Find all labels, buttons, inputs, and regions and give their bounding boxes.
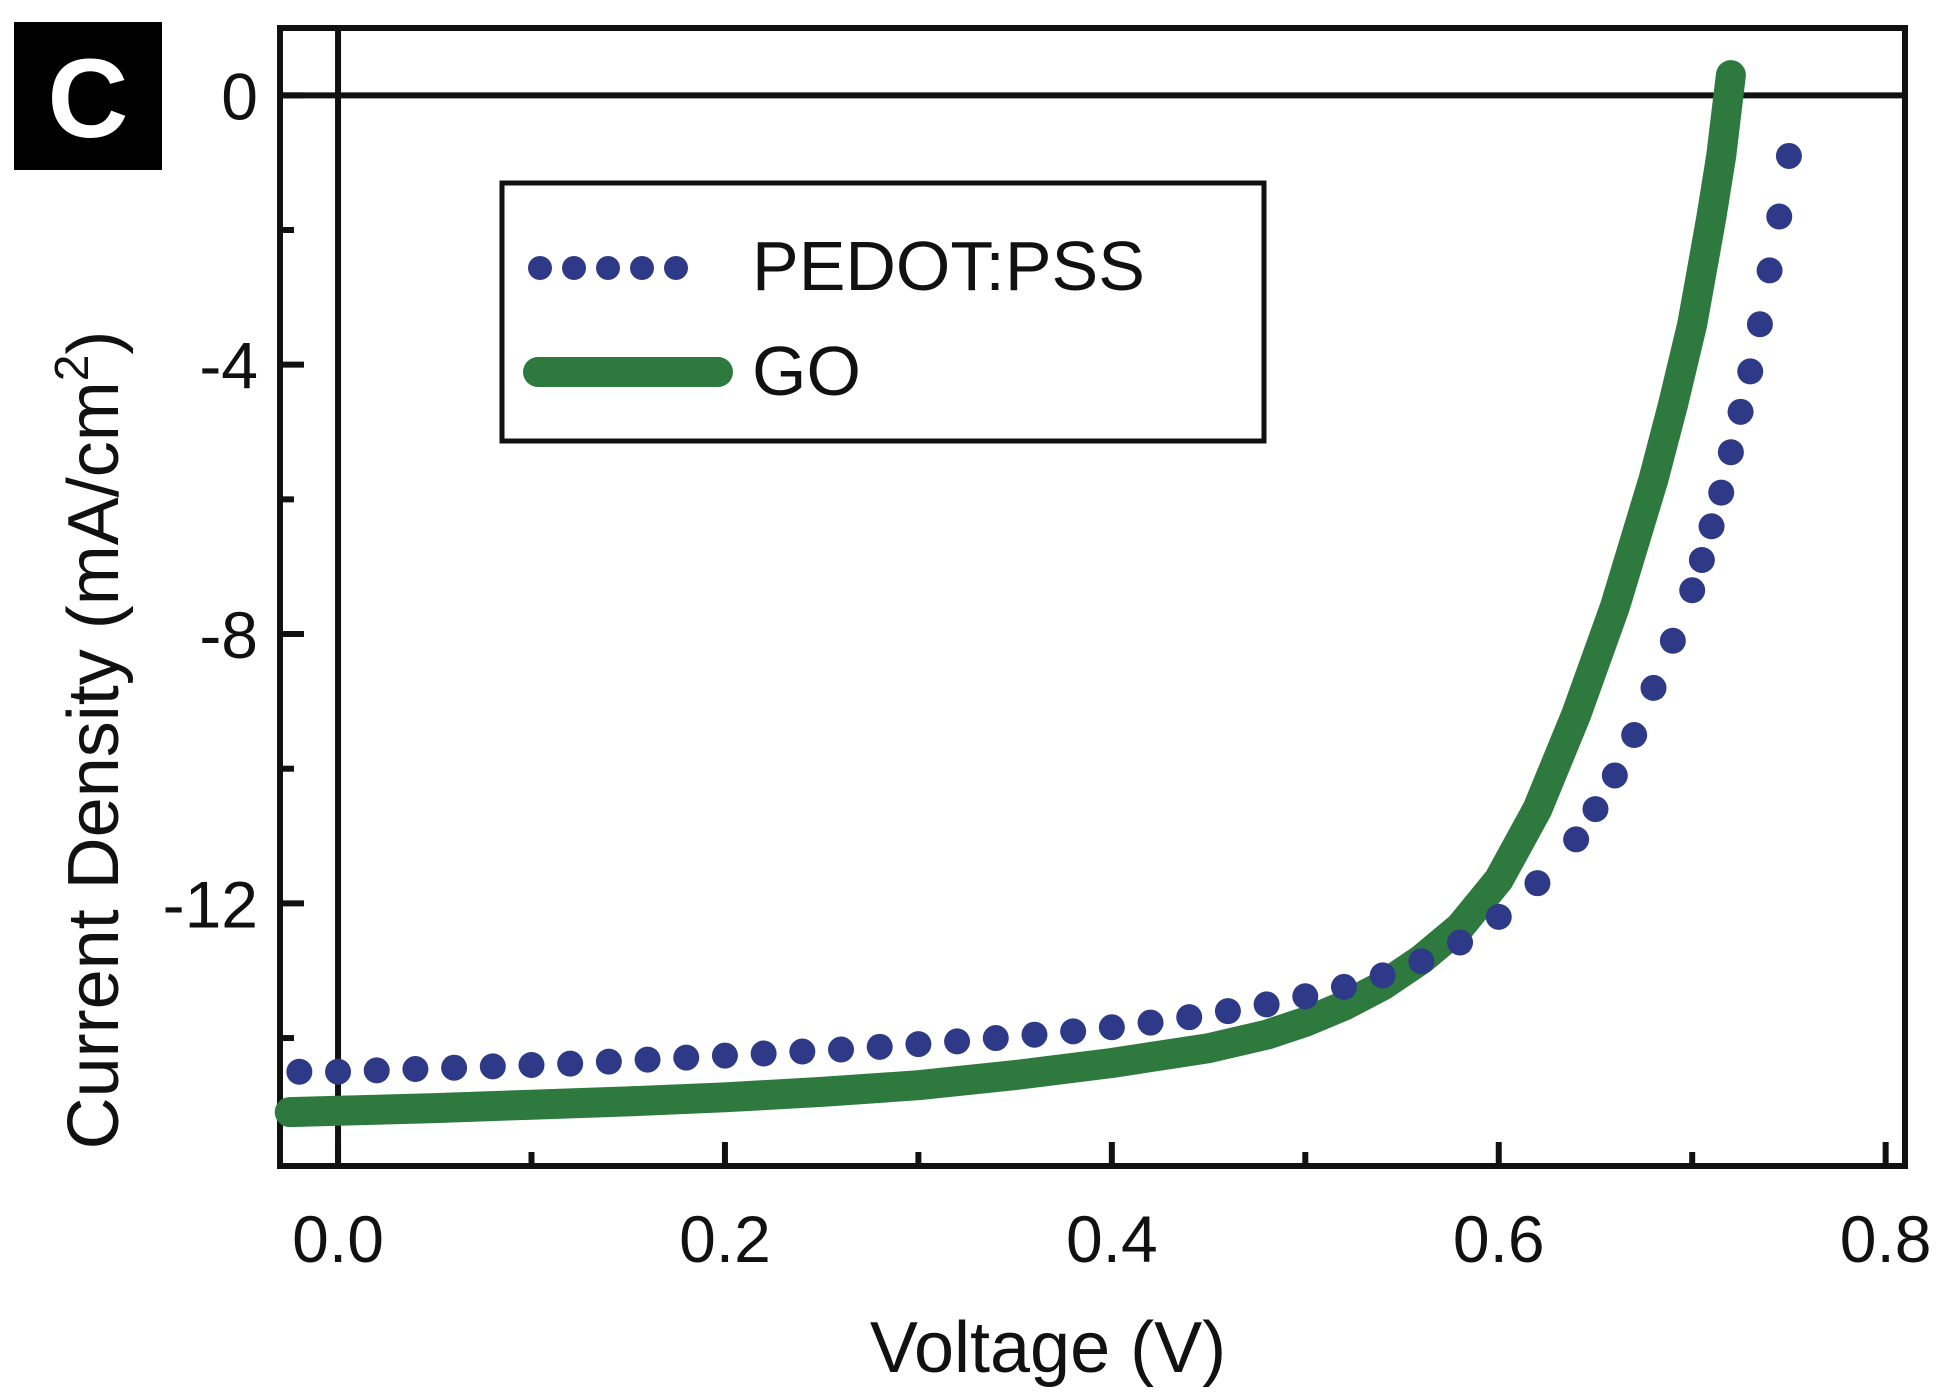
x-axis-title: Voltage (V) — [870, 1308, 1226, 1388]
pedot-pss-point — [1563, 826, 1590, 853]
pedot-pss-point — [518, 1051, 545, 1078]
pedot-pss-point — [1176, 1004, 1203, 1031]
pedot-pss-point — [1737, 358, 1764, 385]
pedot-pss-point — [905, 1031, 932, 1058]
pedot-pss-point — [1408, 948, 1435, 975]
pedot-pss-point — [1021, 1021, 1048, 1048]
pedot-pss-point — [286, 1058, 313, 1085]
pedot-pss-point — [557, 1050, 584, 1077]
y-axis-title: Current Density (mA/cm2) — [46, 331, 134, 1150]
pedot-pss-point — [1746, 311, 1773, 338]
pedot-pss-point — [1369, 962, 1396, 989]
panel-badge-background — [14, 22, 162, 170]
series-pedot-pss — [286, 142, 1802, 1085]
plot-frame — [277, 25, 1908, 1169]
legend-label-pedot-pss: PEDOT:PSS — [752, 227, 1145, 305]
reference-lines — [280, 28, 1905, 1166]
pedot-pss-point — [634, 1046, 661, 1073]
x-tick-label: 0.8 — [1840, 1202, 1932, 1276]
pedot-pss-point — [1601, 762, 1628, 789]
y-tick-label: -12 — [163, 867, 258, 941]
legend-label-go: GO — [752, 332, 861, 410]
pedot-pss-point — [1756, 257, 1783, 284]
panel-badge: C — [14, 22, 162, 170]
pedot-pss-point — [673, 1044, 700, 1071]
legend-dot — [528, 256, 552, 280]
y-tick-label: 0 — [221, 59, 258, 133]
y-tick-label: -4 — [199, 329, 258, 403]
pedot-pss-point — [479, 1053, 506, 1080]
x-axis-ticks — [335, 1142, 1889, 1166]
pedot-pss-point — [1447, 929, 1474, 956]
pedot-pss-point — [1621, 722, 1648, 749]
legend-box — [499, 180, 1267, 444]
pedot-pss-point — [1775, 142, 1802, 169]
x-tick-label: 0.2 — [679, 1202, 771, 1276]
y-axis-tick-labels: 0 -4 -8 -12 — [163, 59, 258, 941]
legend: PEDOT:PSS GO — [499, 180, 1267, 444]
pedot-pss-point — [1698, 513, 1725, 540]
x-axis-tick-labels: 0.0 0.2 0.4 0.6 0.8 — [292, 1202, 1931, 1276]
x-tick-label: 0.6 — [1453, 1202, 1545, 1276]
pedot-pss-point — [866, 1033, 893, 1060]
pedot-pss-point — [1253, 991, 1280, 1018]
pedot-pss-point — [363, 1057, 390, 1084]
pedot-pss-point — [1330, 973, 1357, 1000]
pedot-pss-point — [1708, 479, 1735, 506]
legend-dot — [596, 256, 620, 280]
pedot-pss-point — [1098, 1014, 1125, 1041]
x-tick-label: 0.4 — [1066, 1202, 1158, 1276]
pedot-pss-point — [1582, 796, 1609, 823]
pedot-pss-point — [750, 1040, 777, 1067]
pedot-pss-point — [1717, 439, 1744, 466]
pedot-pss-point — [944, 1028, 971, 1055]
legend-dot — [664, 256, 688, 280]
legend-dot — [630, 256, 654, 280]
pedot-pss-point — [325, 1058, 352, 1085]
legend-swatch-pedot-pss — [528, 256, 688, 280]
pedot-pss-point — [828, 1036, 855, 1063]
pedot-pss-point — [441, 1054, 468, 1081]
pedot-pss-point — [1640, 674, 1667, 701]
go-curve — [274, 60, 1746, 1128]
pedot-pss-point — [1659, 627, 1686, 654]
y-axis-ticks — [280, 92, 304, 1042]
pedot-pss-point — [1524, 870, 1551, 897]
pedot-pss-point — [402, 1056, 429, 1083]
pedot-pss-point — [1214, 998, 1241, 1025]
panel-letter: C — [48, 36, 129, 161]
pedot-pss-point — [1485, 903, 1512, 930]
pedot-pss-point — [1137, 1009, 1164, 1036]
y-axis-title-superscript: 2 — [46, 355, 99, 382]
y-tick-label: -8 — [199, 598, 258, 672]
pedot-pss-point — [595, 1048, 622, 1075]
pedot-pss-point — [1292, 983, 1319, 1010]
pedot-pss-point — [982, 1025, 1009, 1052]
legend-dot — [562, 256, 586, 280]
pedot-pss-point — [1060, 1018, 1087, 1045]
y-axis-title-main: Current Density (mA/cm — [54, 381, 134, 1149]
pedot-pss-point — [1688, 546, 1715, 573]
pedot-pss-point — [1679, 577, 1706, 604]
y-axis-title-end: ) — [54, 331, 134, 355]
series-go — [274, 60, 1746, 1128]
pedot-pss-point — [1727, 398, 1754, 425]
pedot-pss-point — [711, 1042, 738, 1069]
pedot-pss-point — [789, 1038, 816, 1065]
pedot-pss-point — [1766, 203, 1793, 230]
x-tick-label: 0.0 — [292, 1202, 384, 1276]
